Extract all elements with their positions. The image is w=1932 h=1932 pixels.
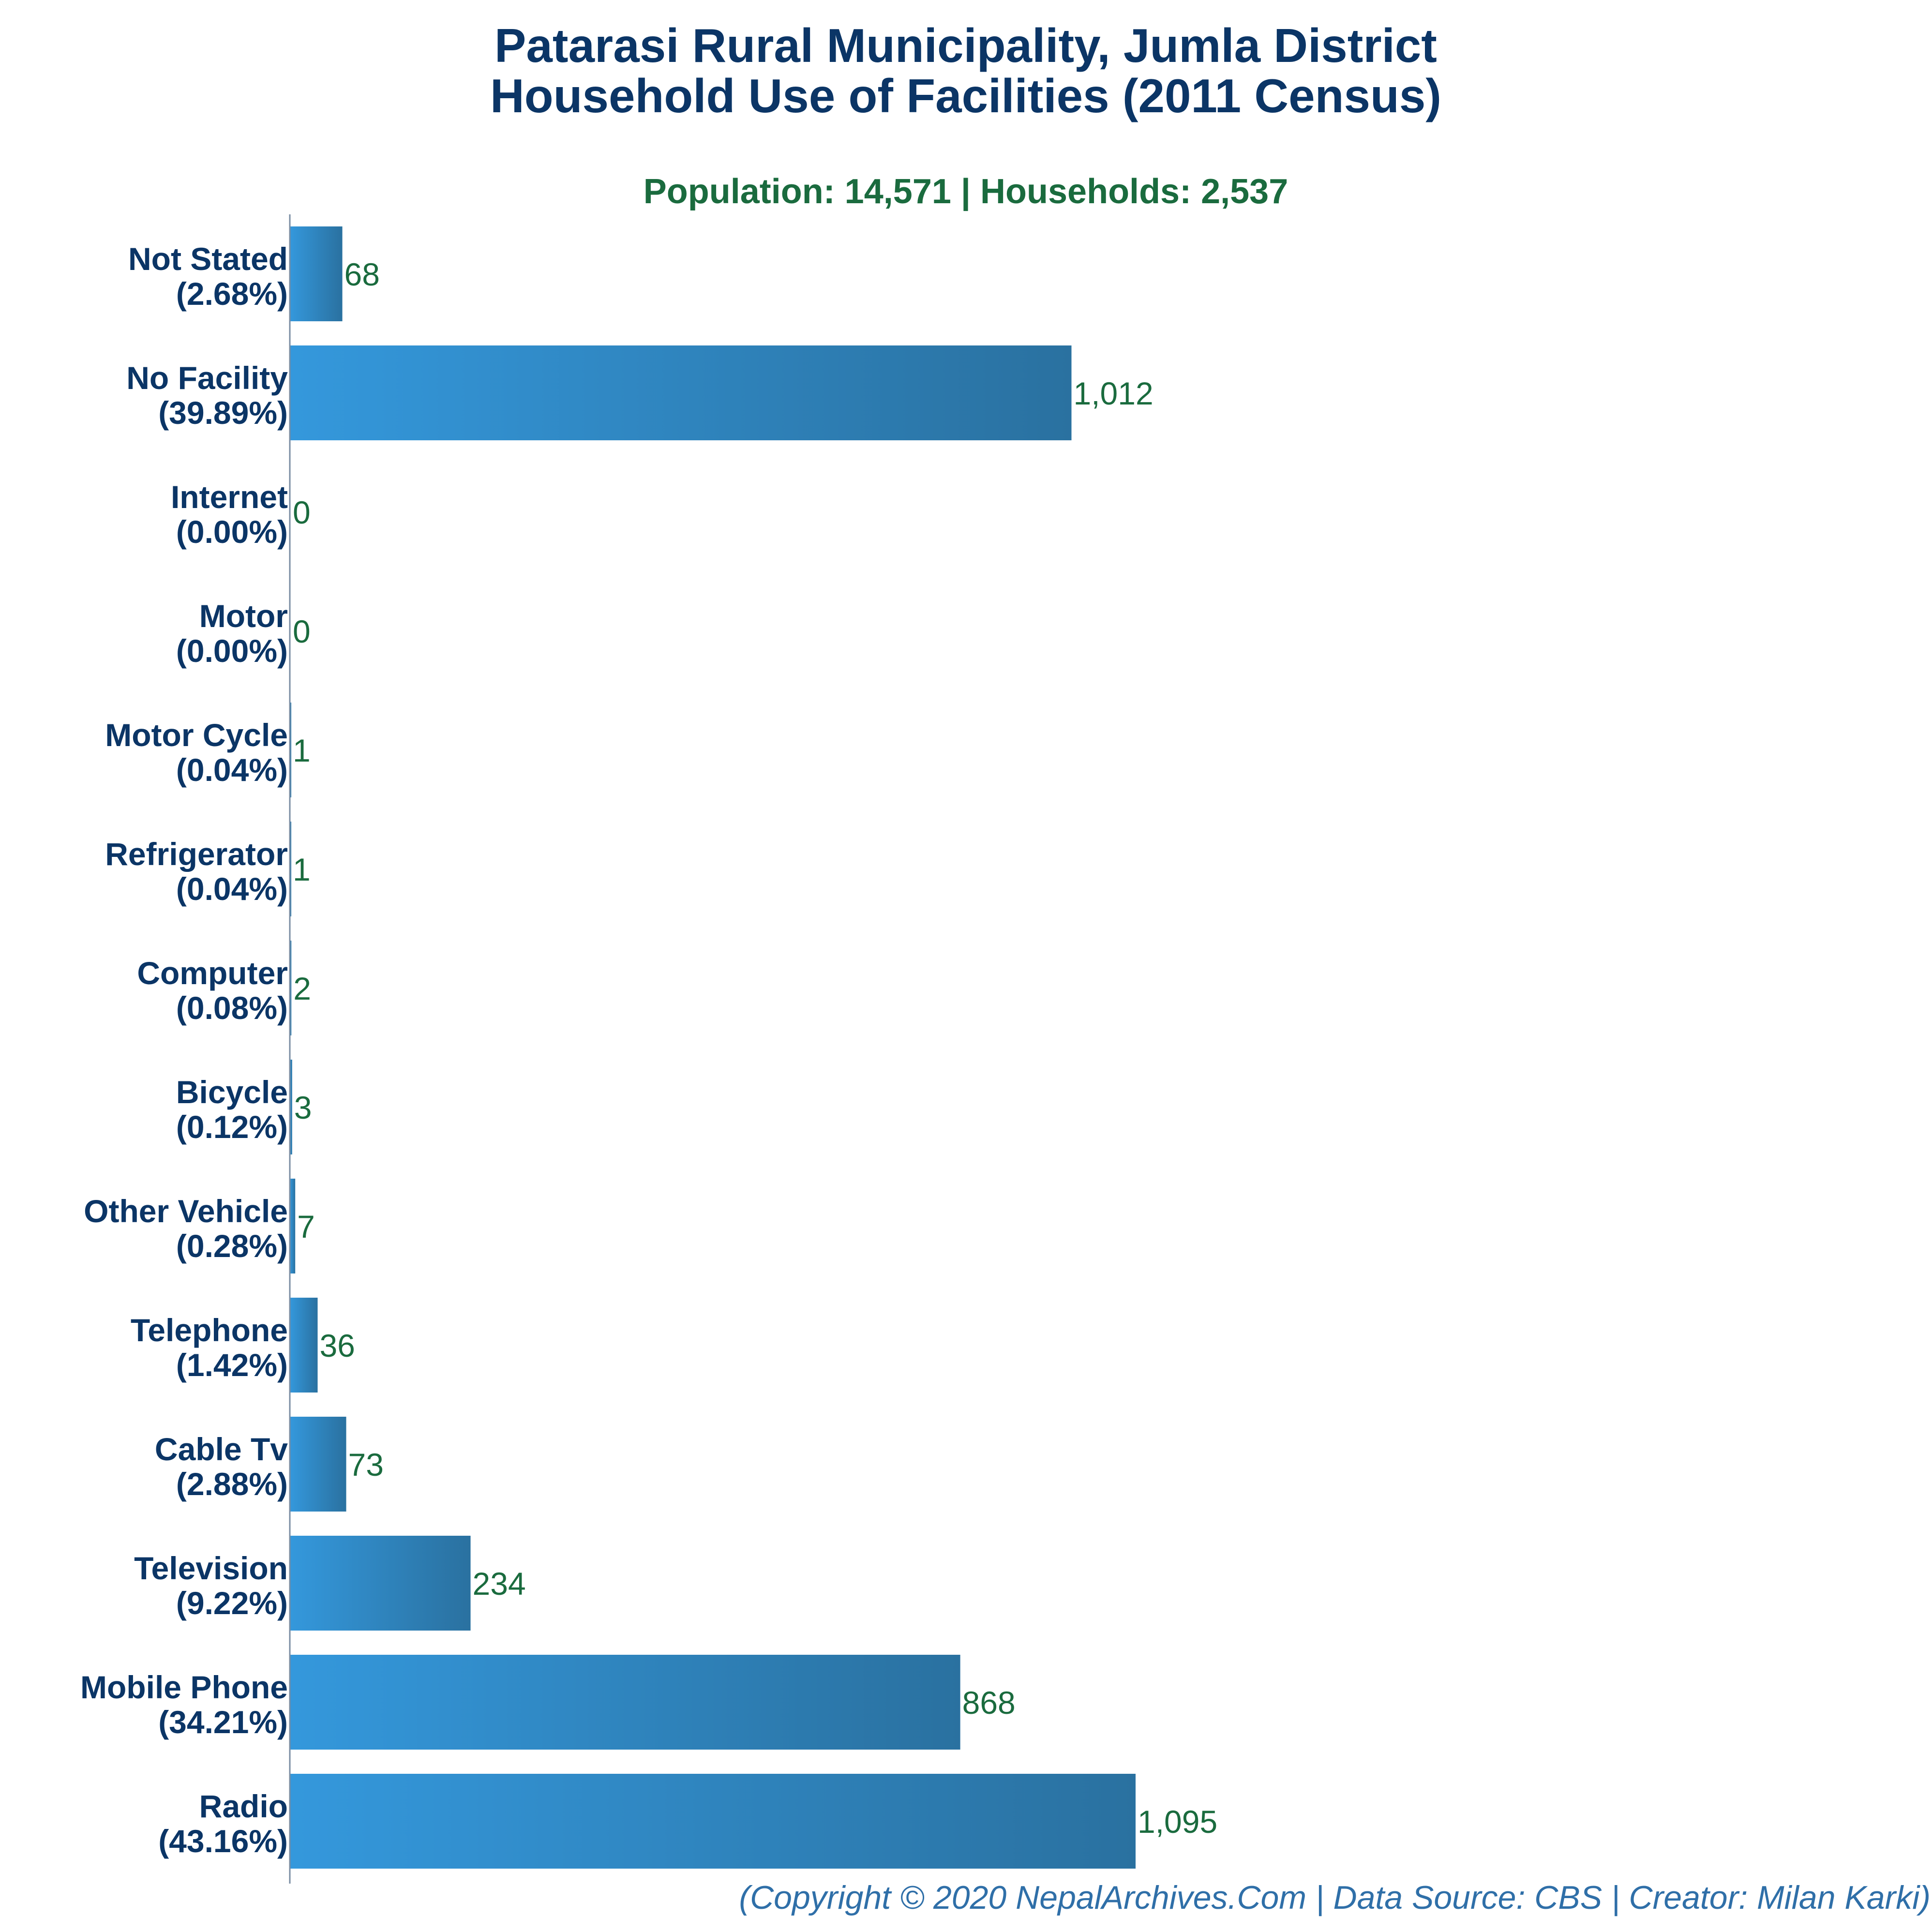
bar-value-label: 2: [293, 971, 311, 1006]
bar: [290, 941, 292, 1035]
bar-value-label: 0: [293, 494, 311, 530]
bar: [290, 1417, 346, 1512]
bar: [290, 1774, 1136, 1869]
category-percent-label: (2.88%): [176, 1466, 288, 1502]
category-percent-label: (1.42%): [176, 1347, 288, 1383]
category-percent-label: (2.68%): [176, 276, 288, 312]
category-label: Cable Tv: [155, 1431, 288, 1467]
category-percent-label: (0.04%): [176, 871, 288, 907]
category-label: Internet: [171, 479, 288, 515]
category-label: Bicycle: [176, 1074, 288, 1110]
category-label: Computer: [137, 955, 288, 991]
bar: [290, 345, 1072, 440]
category-label: Mobile Phone: [80, 1669, 288, 1705]
plot-area: 68 Not Stated(2.68%) 1,012 No Facility(39.8…: [80, 226, 1217, 1869]
category-label: Refrigerator: [105, 836, 288, 872]
category-label: Motor Cycle: [105, 717, 288, 753]
bar-value-label: 0: [293, 614, 311, 649]
bar-value-label: 3: [294, 1090, 312, 1125]
bar-value-label: 1: [293, 852, 311, 887]
bar-value-label: 868: [962, 1685, 1016, 1721]
bar-value-label: 36: [319, 1328, 355, 1363]
footer-credit: (Copyright © 2020 NepalArchives.Com | Da…: [739, 1879, 1931, 1916]
bar-value-label: 7: [297, 1209, 315, 1244]
chart-title-line1: Patarasi Rural Municipality, Jumla Distr…: [494, 19, 1437, 72]
category-percent-label: (9.22%): [176, 1585, 288, 1621]
bar-value-label: 73: [348, 1447, 384, 1483]
category-percent-label: (34.21%): [158, 1704, 288, 1740]
category-label: Telephone: [131, 1312, 288, 1348]
category-percent-label: (0.08%): [176, 990, 288, 1026]
chart-title-line2: Household Use of Facilities (2011 Census…: [490, 69, 1441, 122]
bar: [290, 226, 343, 321]
category-label: Other Vehicle: [84, 1193, 288, 1229]
bar-value-label: 1: [293, 733, 311, 768]
category-percent-label: (39.89%): [158, 395, 288, 431]
category-label: Not Stated: [128, 241, 288, 277]
category-label: Motor: [199, 598, 288, 634]
category-percent-label: (0.00%): [176, 514, 288, 550]
category-label: Television: [134, 1550, 288, 1586]
bar: [290, 1655, 960, 1750]
bar-value-label: 1,012: [1074, 375, 1153, 411]
bar-value-label: 1,095: [1138, 1804, 1217, 1840]
category-percent-label: (43.16%): [158, 1823, 288, 1859]
category-label: No Facility: [126, 360, 288, 396]
bar-value-label: 68: [344, 256, 380, 292]
category-percent-label: (0.12%): [176, 1109, 288, 1145]
category-percent-label: (0.28%): [176, 1228, 288, 1264]
category-percent-label: (0.00%): [176, 633, 288, 669]
bar: [290, 1179, 296, 1273]
category-label: Radio: [199, 1788, 288, 1824]
bar: [290, 1298, 318, 1393]
bar-value-label: 234: [473, 1566, 526, 1602]
bar: [290, 1060, 292, 1154]
bar: [290, 1536, 471, 1631]
chart-subtitle: Population: 14,571 | Households: 2,537: [644, 172, 1288, 211]
category-percent-label: (0.04%): [176, 752, 288, 788]
